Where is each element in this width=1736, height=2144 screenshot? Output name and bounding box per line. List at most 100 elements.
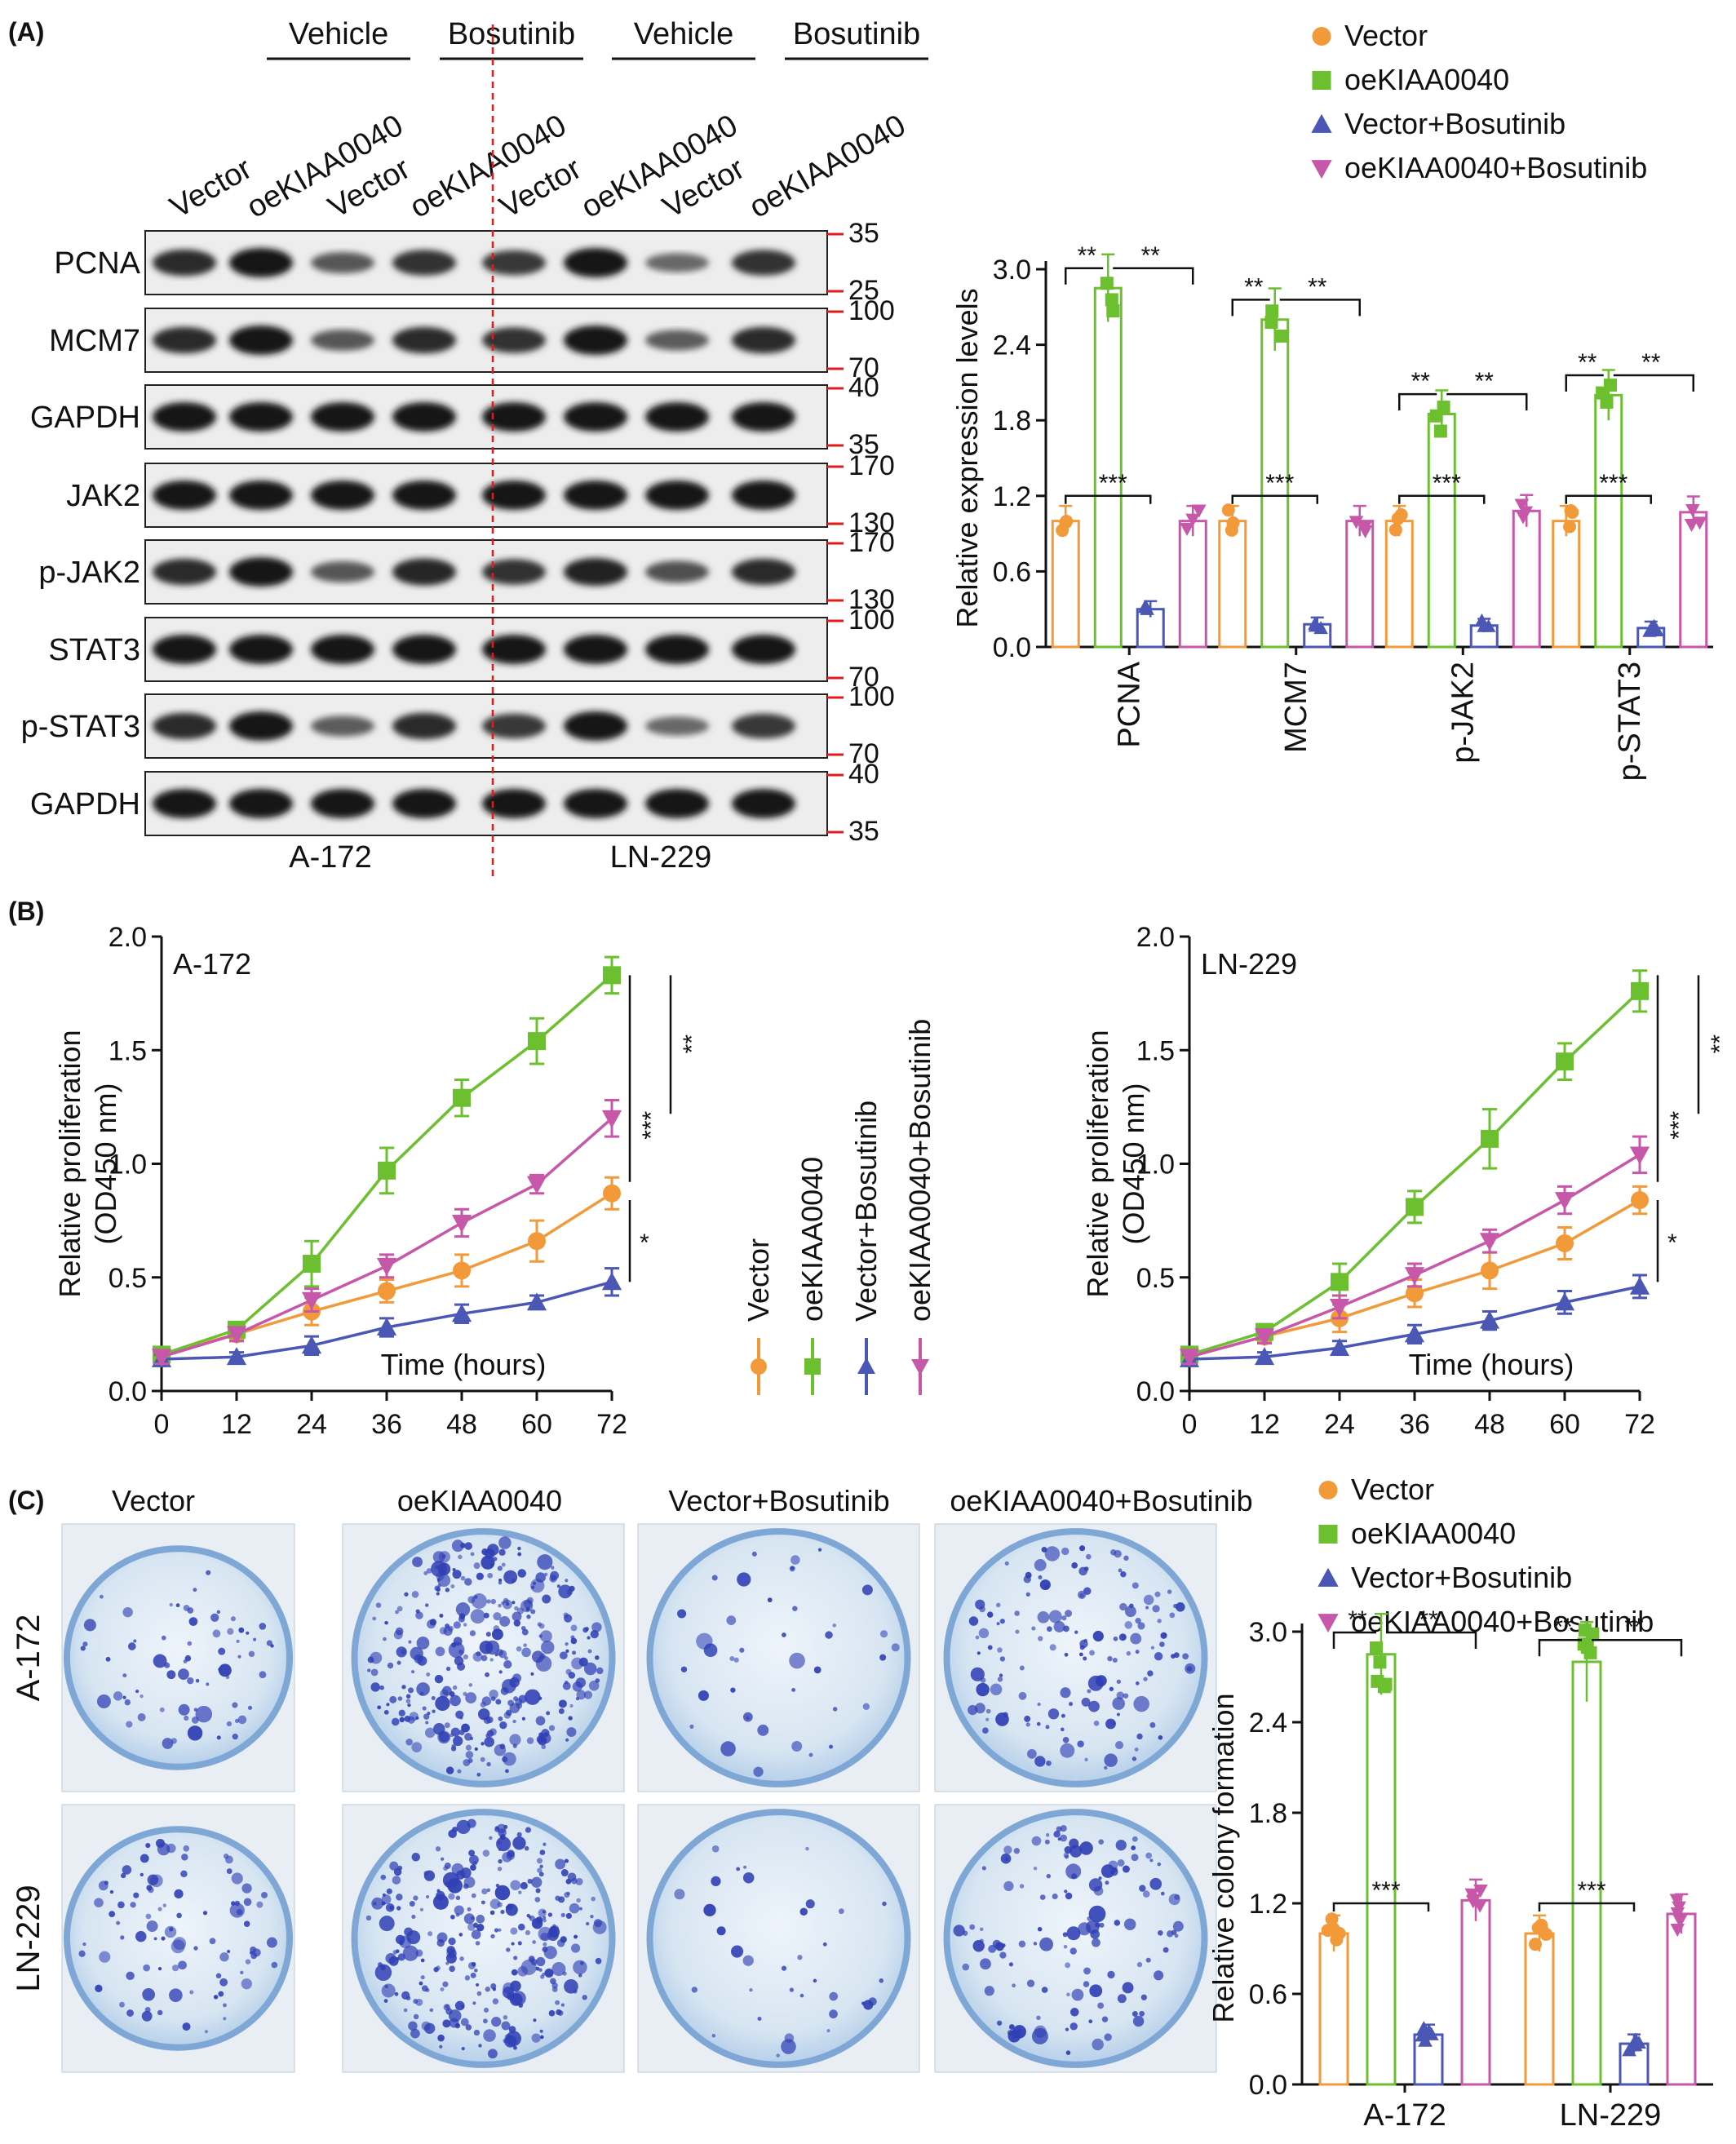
blot-band — [229, 402, 293, 432]
colony — [490, 1598, 497, 1605]
colony — [838, 1908, 844, 1915]
colony — [384, 1984, 388, 1989]
dish-column-label: oeKIAA0040+Bosutinib — [950, 1484, 1252, 1517]
colony — [1018, 1691, 1027, 1700]
data-point — [1329, 1337, 1350, 1356]
data-point — [1631, 981, 1649, 1000]
colony — [1157, 1862, 1162, 1867]
colony — [1044, 1839, 1050, 1845]
colony — [542, 1916, 547, 1920]
blot-band — [229, 326, 293, 355]
colony — [591, 1896, 596, 1902]
colony — [1174, 1894, 1180, 1900]
colony — [470, 1552, 475, 1557]
colony — [1119, 1602, 1127, 1611]
colony — [789, 1652, 805, 1669]
legend-label: oeKIAA0040 — [1351, 1517, 1516, 1550]
colony — [1107, 1970, 1115, 1979]
colony — [517, 1941, 522, 1946]
colony — [480, 1655, 488, 1662]
blot-band — [732, 250, 795, 276]
blot-label: PCNA — [54, 246, 140, 281]
colony — [1078, 1566, 1087, 1576]
chart-inset-label: A-172 — [173, 947, 251, 981]
colony — [987, 1645, 993, 1650]
colony — [445, 1588, 450, 1592]
data-point — [1221, 503, 1235, 517]
sig-label: *** — [1265, 470, 1294, 497]
data-point — [1629, 1146, 1650, 1165]
colony — [565, 1579, 569, 1583]
colony — [538, 1926, 553, 1942]
colony — [1031, 1836, 1042, 1846]
panel-a-letter: (A) — [8, 17, 44, 47]
colony — [1037, 1610, 1050, 1624]
colony — [731, 1945, 744, 1958]
colony — [237, 1715, 247, 1725]
colony — [499, 1615, 511, 1627]
colony — [370, 1668, 379, 1677]
colony — [140, 1694, 144, 1699]
colony — [122, 1695, 126, 1699]
colony — [240, 1970, 244, 1974]
data-point — [1330, 1933, 1344, 1947]
colony — [1074, 1630, 1078, 1634]
colony — [570, 1943, 581, 1953]
y-axis-label-line: (OD450 nm) — [89, 1083, 122, 1244]
colony — [145, 1842, 151, 1849]
colony — [496, 1649, 504, 1656]
colony — [509, 1734, 521, 1746]
data-point — [1264, 316, 1278, 330]
mw-label: 35 — [848, 429, 879, 460]
colony — [1147, 1670, 1154, 1677]
colony — [1031, 1626, 1036, 1631]
blot-band — [732, 402, 795, 432]
colony — [1112, 1657, 1118, 1663]
colony — [408, 2021, 418, 2031]
colony — [415, 1716, 419, 1720]
colony — [1159, 1641, 1165, 1647]
colony — [1008, 1962, 1014, 1967]
colony — [533, 1581, 537, 1585]
sig-label: *** — [1433, 470, 1461, 497]
colony — [498, 1858, 503, 1864]
colony — [464, 1578, 472, 1586]
colony — [490, 1983, 497, 1990]
colony — [467, 1596, 476, 1604]
colony — [231, 1872, 243, 1885]
colony — [448, 1893, 455, 1900]
colony — [555, 1895, 560, 1901]
colony — [135, 1689, 140, 1694]
colony — [180, 1870, 188, 1878]
colony — [130, 1902, 136, 1908]
data-point — [1472, 1899, 1487, 1913]
colony-bar-chart: 0.0 0.6 1.2 1.8 2.4 3.0 Relative colony format… — [1207, 1606, 1713, 2133]
data-point — [1179, 1349, 1200, 1367]
colony — [161, 1635, 166, 1641]
colony — [178, 1668, 189, 1681]
blot-band — [153, 249, 216, 277]
colony — [557, 2010, 564, 2016]
colony — [416, 1682, 430, 1696]
colony — [232, 1702, 238, 1708]
colony — [476, 1924, 485, 1932]
colony — [218, 1667, 222, 1672]
colony — [555, 1858, 566, 1870]
colony — [440, 1857, 445, 1861]
colony — [1133, 1695, 1149, 1712]
colony — [456, 1819, 471, 1834]
colony — [789, 1566, 795, 1572]
colony — [458, 1933, 463, 1937]
colony — [418, 1981, 423, 1986]
y-tick-label: 2.0 — [108, 922, 147, 953]
colony — [1135, 1650, 1140, 1655]
colony — [463, 1691, 467, 1696]
colony — [1046, 1760, 1052, 1766]
blot-label: p-STAT3 — [21, 710, 140, 744]
colony — [1086, 1553, 1092, 1560]
colony — [980, 1677, 986, 1683]
colony — [209, 1938, 216, 1945]
colony — [565, 1912, 572, 1920]
colony — [445, 2008, 453, 2015]
bar — [1366, 1653, 1397, 2086]
